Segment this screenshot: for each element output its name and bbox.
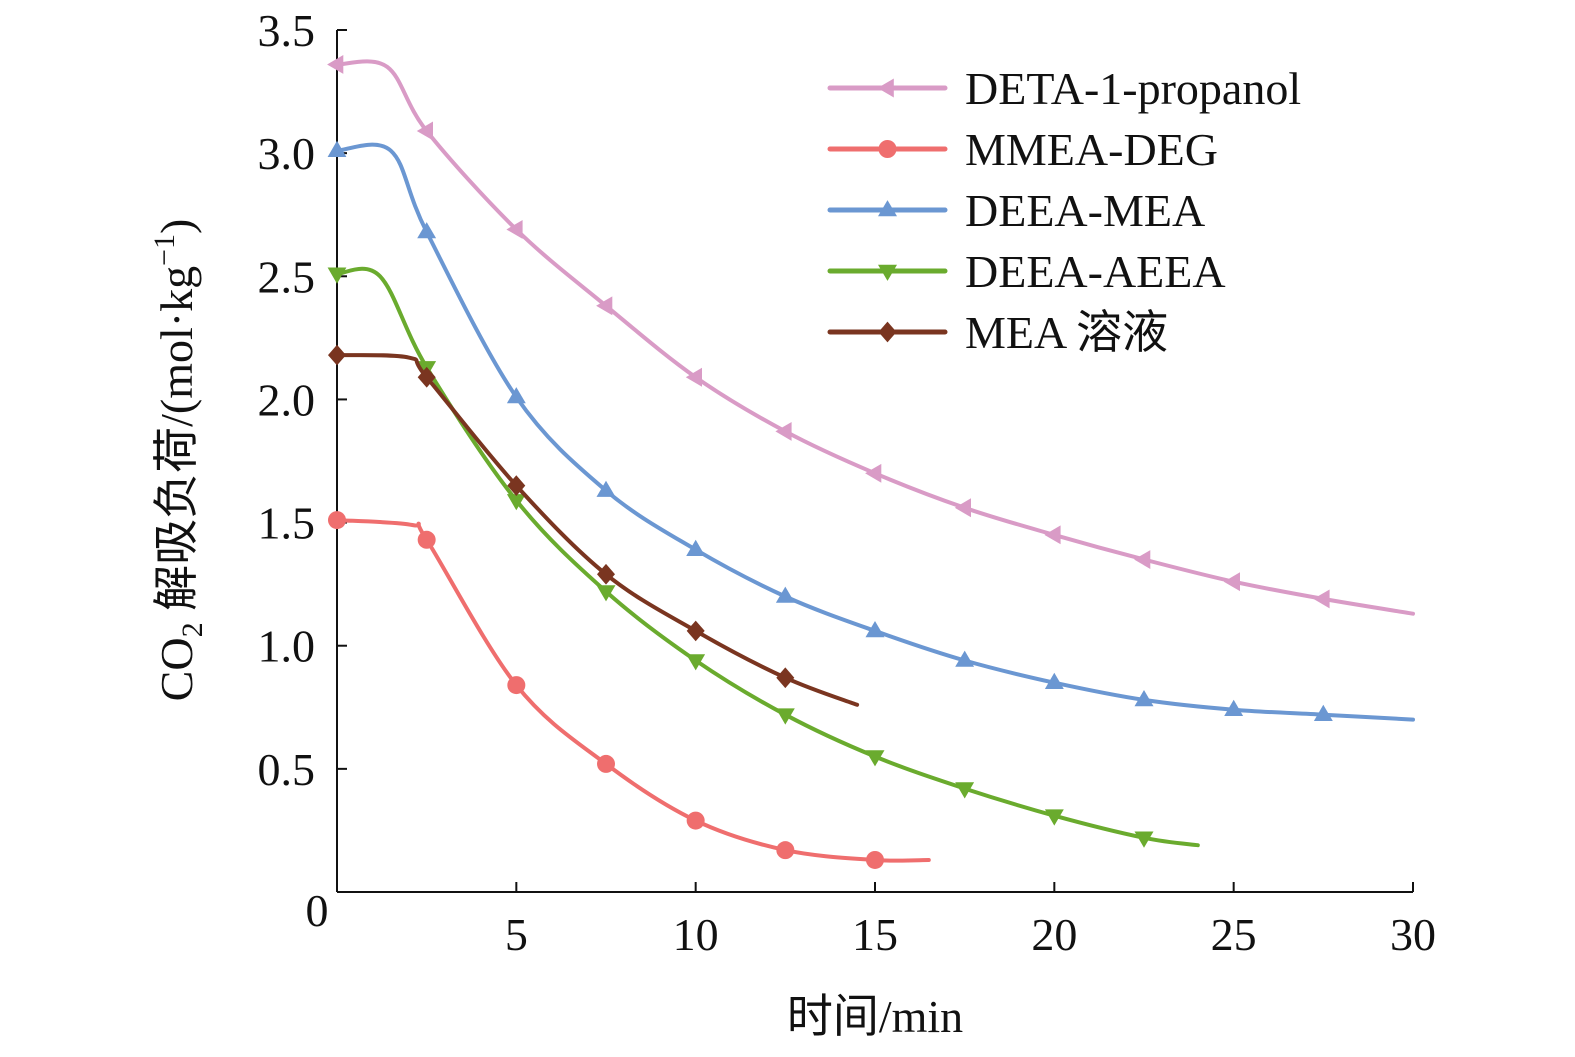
legend-item: MEA 溶液	[827, 307, 1168, 358]
legend-item: DEEA-MEA	[827, 185, 1205, 236]
data-point-diamond	[686, 620, 705, 642]
y-tick-label: 3.0	[258, 128, 316, 179]
y-ticks: 0.5 1.0 1.5 2.0 2.5 3.0 3.5	[258, 5, 347, 795]
data-point-diamond	[878, 321, 897, 343]
x-tick-label: 30	[1390, 909, 1436, 960]
y-axis-title-prefix: CO	[151, 637, 202, 701]
y-axis-title: CO2 解吸负荷/(mol·kg−1)	[148, 219, 209, 702]
legend-label: MEA 溶液	[965, 307, 1168, 358]
data-point-triangle-up	[878, 200, 897, 217]
legend-label: MMEA-DEG	[965, 124, 1218, 175]
y-axis-title-superscript: −1	[148, 234, 181, 266]
data-point-triangle-left	[877, 78, 894, 98]
data-point-triangle-up	[417, 222, 437, 239]
data-point-triangle-up	[1224, 699, 1244, 716]
data-point-triangle-left	[1223, 572, 1240, 592]
data-point-triangle-up	[1313, 704, 1333, 721]
data-point-circle	[776, 841, 795, 860]
y-tick-label: 3.5	[258, 5, 316, 56]
data-point-circle	[328, 511, 346, 530]
x-ticks: 0 5 10 15 20 25 30	[306, 882, 1436, 960]
data-point-triangle-up	[686, 539, 706, 556]
legend-item: DEEA-AEEA	[827, 246, 1226, 297]
y-tick-label: 0.5	[258, 744, 316, 795]
series-1	[328, 511, 931, 869]
data-point-triangle-up	[1134, 690, 1154, 707]
legend-label: DEEA-AEEA	[965, 246, 1226, 297]
y-axis-title-main: 解吸负荷/(mol·kg	[151, 266, 202, 622]
y-tick-label: 1.5	[258, 498, 316, 549]
x-tick-label: 10	[673, 909, 719, 960]
y-axis-title-subscript: 2	[176, 622, 209, 637]
data-point-triangle-up	[865, 621, 885, 638]
y-tick-label: 2.0	[258, 374, 316, 425]
data-point-triangle-down	[878, 264, 897, 281]
data-point-circle	[597, 754, 615, 773]
data-point-triangle-down	[1044, 809, 1064, 826]
data-point-triangle-left	[1134, 550, 1151, 569]
series-line	[335, 518, 931, 863]
data-point-triangle-left	[416, 121, 433, 141]
data-point-triangle-up	[775, 586, 795, 603]
data-point-triangle-up	[506, 387, 526, 404]
series-4	[328, 344, 860, 707]
data-point-circle	[878, 140, 897, 158]
series-line	[335, 142, 1415, 722]
x-tick-label: 25	[1211, 909, 1257, 960]
data-point-diamond	[507, 475, 526, 496]
data-point-triangle-left	[954, 498, 971, 518]
data-point-circle	[686, 811, 705, 830]
data-point-circle	[417, 530, 436, 549]
legend-item: MMEA-DEG	[827, 124, 1218, 175]
data-point-triangle-down	[506, 494, 526, 511]
data-point-triangle-down	[327, 267, 347, 284]
legend-label: DETA-1-propanol	[965, 63, 1301, 114]
y-tick-label: 1.0	[258, 621, 316, 672]
series-0	[327, 55, 1415, 616]
data-point-triangle-left	[865, 463, 882, 483]
data-point-triangle-left	[1044, 525, 1061, 545]
data-point-triangle-up	[596, 480, 616, 497]
plot-series	[327, 55, 1415, 869]
data-point-triangle-down	[686, 654, 706, 671]
legend: DETA-1-propanol MMEA-DEG DEEA-MEA DEEA-AEEA…	[827, 63, 1301, 358]
data-point-triangle-up	[955, 650, 975, 667]
data-point-triangle-left	[1313, 589, 1330, 609]
data-point-circle	[866, 850, 884, 869]
data-point-diamond	[328, 344, 346, 366]
data-point-triangle-down	[1134, 831, 1154, 848]
axes: 0 5 10 15 20 25 30 0.5 1.0 1.5 2.0 2.5 3.0 3.5	[258, 5, 1437, 960]
data-point-triangle-up	[1044, 672, 1064, 689]
data-point-triangle-down	[865, 750, 885, 767]
data-point-diamond	[597, 563, 615, 585]
data-point-triangle-up	[327, 140, 347, 157]
data-point-triangle-left	[775, 422, 792, 441]
data-point-triangle-down	[596, 585, 616, 602]
x-tick-label: 5	[505, 909, 528, 960]
y-tick-label: 2.5	[258, 251, 316, 302]
x-tick-label: 20	[1031, 909, 1077, 960]
data-point-triangle-down	[775, 708, 795, 725]
data-point-diamond	[776, 667, 795, 689]
legend-item: DETA-1-propanol	[827, 63, 1301, 114]
data-point-triangle-left	[506, 220, 523, 239]
x-axis-title: 时间/min	[787, 991, 963, 1042]
data-point-triangle-left	[685, 367, 702, 387]
data-point-diamond	[417, 366, 436, 388]
data-point-triangle-left	[596, 296, 613, 316]
series-line	[335, 59, 1415, 616]
data-point-triangle-left	[327, 55, 344, 74]
data-point-triangle-down	[955, 782, 975, 799]
data-point-circle	[507, 676, 526, 695]
series-line	[335, 353, 860, 707]
series-2	[327, 140, 1415, 722]
y-axis-title-end: )	[151, 219, 202, 234]
x-tick-label: 15	[852, 909, 898, 960]
x-tick-label: 0	[306, 885, 329, 936]
legend-label: DEEA-MEA	[965, 185, 1205, 236]
